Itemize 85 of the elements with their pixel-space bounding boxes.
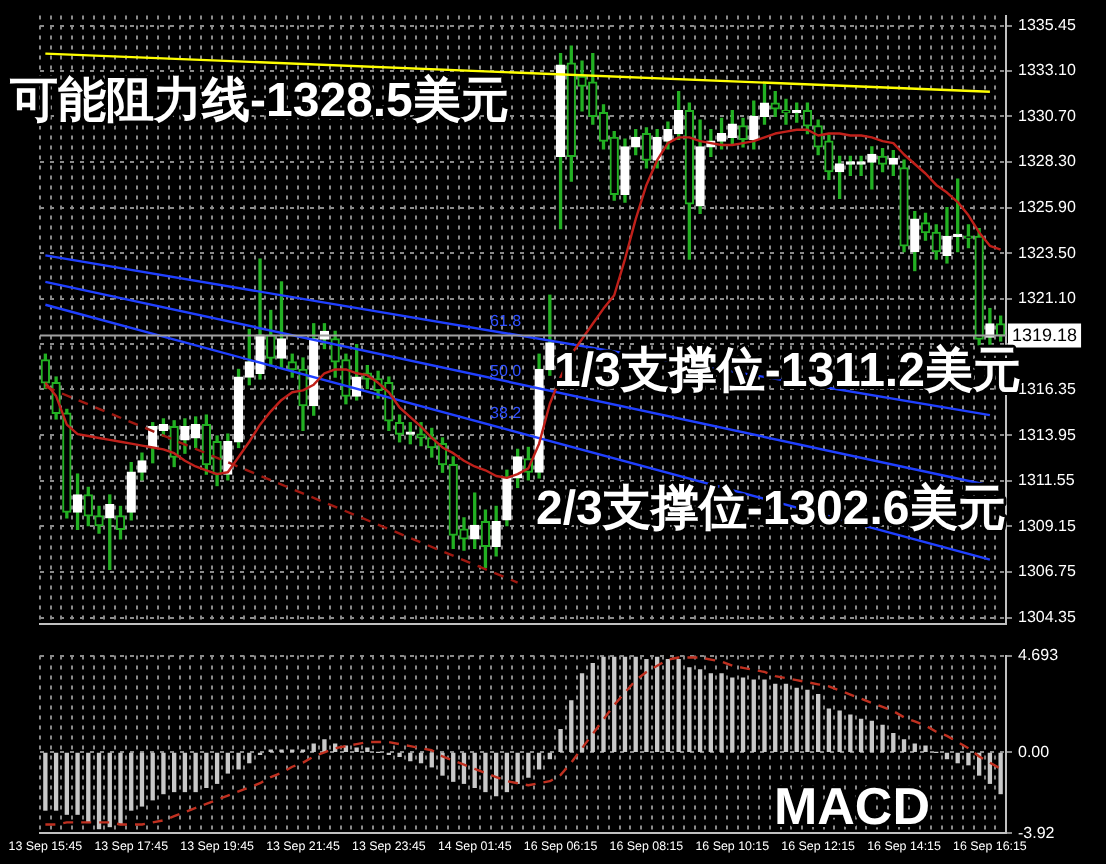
bar: [43, 752, 48, 811]
bar: [558, 728, 563, 752]
bar: [762, 679, 767, 752]
y-tick-label: 1330.70: [1018, 106, 1077, 125]
y-tick-label: 1309.15: [1018, 516, 1077, 535]
bar: [655, 656, 660, 752]
bar: [612, 656, 617, 752]
annotation: 可能阻力线-1328.5美元: [8, 72, 509, 128]
bar: [676, 658, 681, 752]
y-tick-label: 0.00: [1018, 742, 1051, 761]
y-tick-label: 1325.90: [1018, 198, 1077, 217]
bar: [751, 679, 756, 752]
bar: [923, 745, 928, 752]
bar: [333, 743, 338, 752]
bar: [75, 752, 80, 815]
y-tick-label: 1321.10: [1018, 289, 1077, 308]
bar: [161, 752, 166, 795]
bar: [590, 663, 595, 752]
ref-line-label: 1319.18: [1012, 324, 1078, 345]
bar: [579, 673, 585, 752]
bar: [730, 677, 735, 752]
y-tick-label: 1311.55: [1018, 471, 1076, 490]
bar: [397, 752, 402, 758]
bar: [569, 700, 574, 752]
bar: [107, 752, 112, 828]
bar: [901, 739, 907, 752]
annotation: 38.2: [490, 404, 523, 422]
bar: [773, 683, 778, 752]
bar: [912, 743, 917, 752]
bar: [687, 667, 692, 752]
y-tick-label: 1306.75: [1018, 562, 1077, 581]
bar: [837, 710, 842, 752]
bar: [451, 752, 456, 782]
bar: [139, 752, 145, 807]
y-tick-label: 1328.30: [1018, 152, 1077, 171]
bar: [53, 752, 59, 811]
y-tick-label: -3.92: [1018, 823, 1056, 842]
bar: [740, 677, 746, 752]
bar: [848, 714, 853, 752]
bar: [966, 752, 971, 766]
line-series: [44, 656, 1002, 826]
bar: [193, 752, 198, 793]
bar: [783, 683, 789, 752]
bar: [150, 752, 155, 801]
bar: [172, 752, 177, 793]
annotation: 61.8: [490, 312, 523, 330]
bar: [182, 752, 188, 793]
bar: [129, 752, 134, 811]
y-tick-label: 4.693: [1018, 646, 1060, 665]
y-tick-label: 1335.45: [1018, 16, 1077, 35]
bar: [526, 752, 531, 778]
y-tick-label: 1304.35: [1018, 608, 1077, 627]
bar: [858, 718, 864, 752]
bar: [311, 743, 316, 752]
bar: [204, 752, 209, 789]
y-tick-label: 1323.50: [1018, 243, 1077, 262]
bar: [236, 752, 241, 770]
bar: [483, 752, 488, 793]
bar: [322, 739, 327, 752]
bar: [805, 689, 810, 752]
bar: [64, 752, 69, 815]
y-tick-label: 1316.35: [1018, 379, 1077, 398]
bar: [515, 752, 520, 784]
bar: [816, 693, 821, 752]
y-tick-label: 1313.95: [1018, 425, 1077, 444]
bar: [644, 658, 649, 752]
bar: [622, 656, 628, 752]
bar: [697, 669, 703, 752]
bar: [601, 656, 606, 752]
bar: [880, 724, 885, 752]
annotation: MACD: [774, 776, 930, 836]
bar: [794, 687, 799, 752]
bar: [118, 752, 123, 826]
bar: [869, 720, 874, 752]
bar: [225, 752, 230, 774]
bar: [708, 673, 713, 752]
bar: [633, 656, 638, 752]
bar: [719, 673, 724, 752]
bar: [891, 733, 896, 752]
annotation: 50.0: [490, 362, 523, 380]
bar: [440, 752, 445, 776]
bar: [214, 752, 220, 784]
bar: [665, 658, 671, 752]
y-tick-label: 1333.10: [1018, 61, 1077, 80]
bar: [826, 708, 832, 752]
